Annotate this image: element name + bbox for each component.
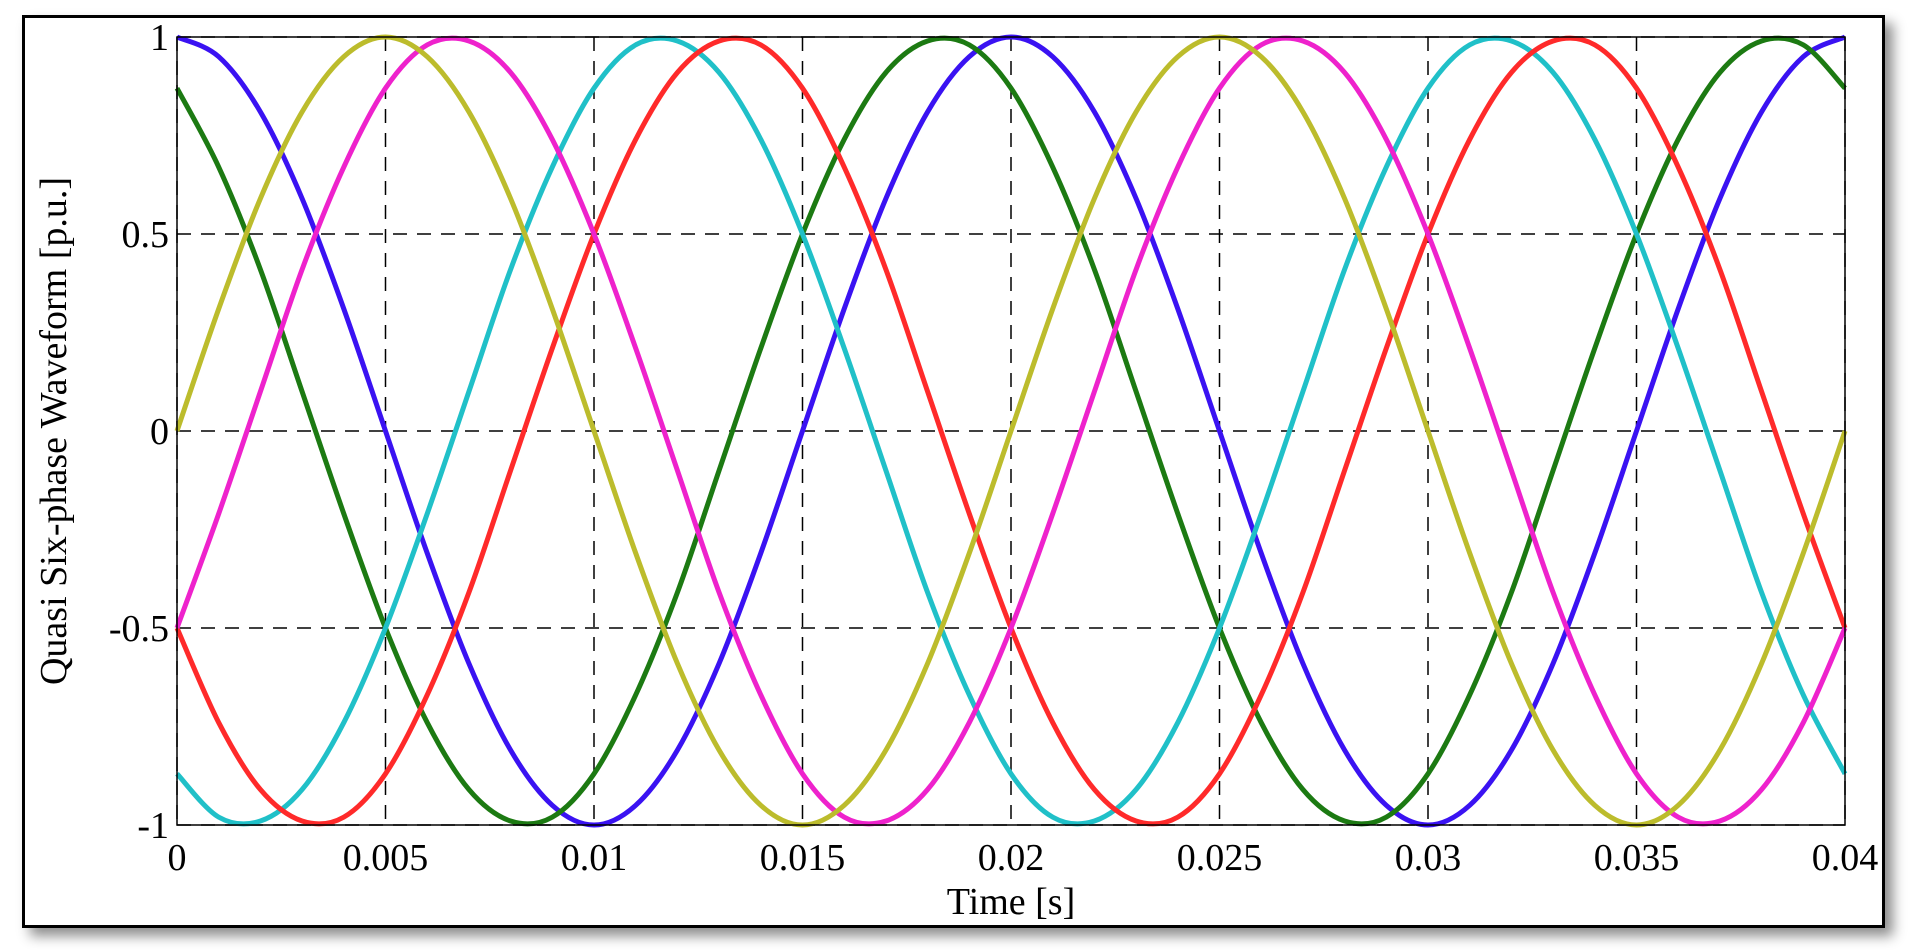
y-tick-label: -0.5 [109,608,169,650]
series-line [174,35,1847,827]
x-tick-label: 0.04 [1812,837,1879,879]
y-tick-label: 0 [150,411,169,453]
x-tick-label: 0.005 [343,837,429,879]
x-tick-label: 0.025 [1177,837,1263,879]
y-tick-label: 0.5 [122,214,170,256]
x-tick-label: 0.02 [978,837,1045,879]
x-tick-label: 0.01 [561,837,628,879]
series-line [174,34,1848,828]
y-tick-label: -1 [137,805,169,847]
x-tick-label: 0.015 [760,837,846,879]
x-tick-label: 0 [168,837,187,879]
plot-border [176,36,1846,826]
x-axis-label: Time [s] [947,881,1075,923]
y-axis-label: Quasi Six-phase Waveform [p.u.] [33,177,75,685]
x-tick-label: 0.035 [1594,837,1680,879]
y-tick-label: 1 [150,17,169,59]
series-line [175,35,1848,827]
x-tick-label: 0.03 [1395,837,1462,879]
series-line [174,35,1848,827]
